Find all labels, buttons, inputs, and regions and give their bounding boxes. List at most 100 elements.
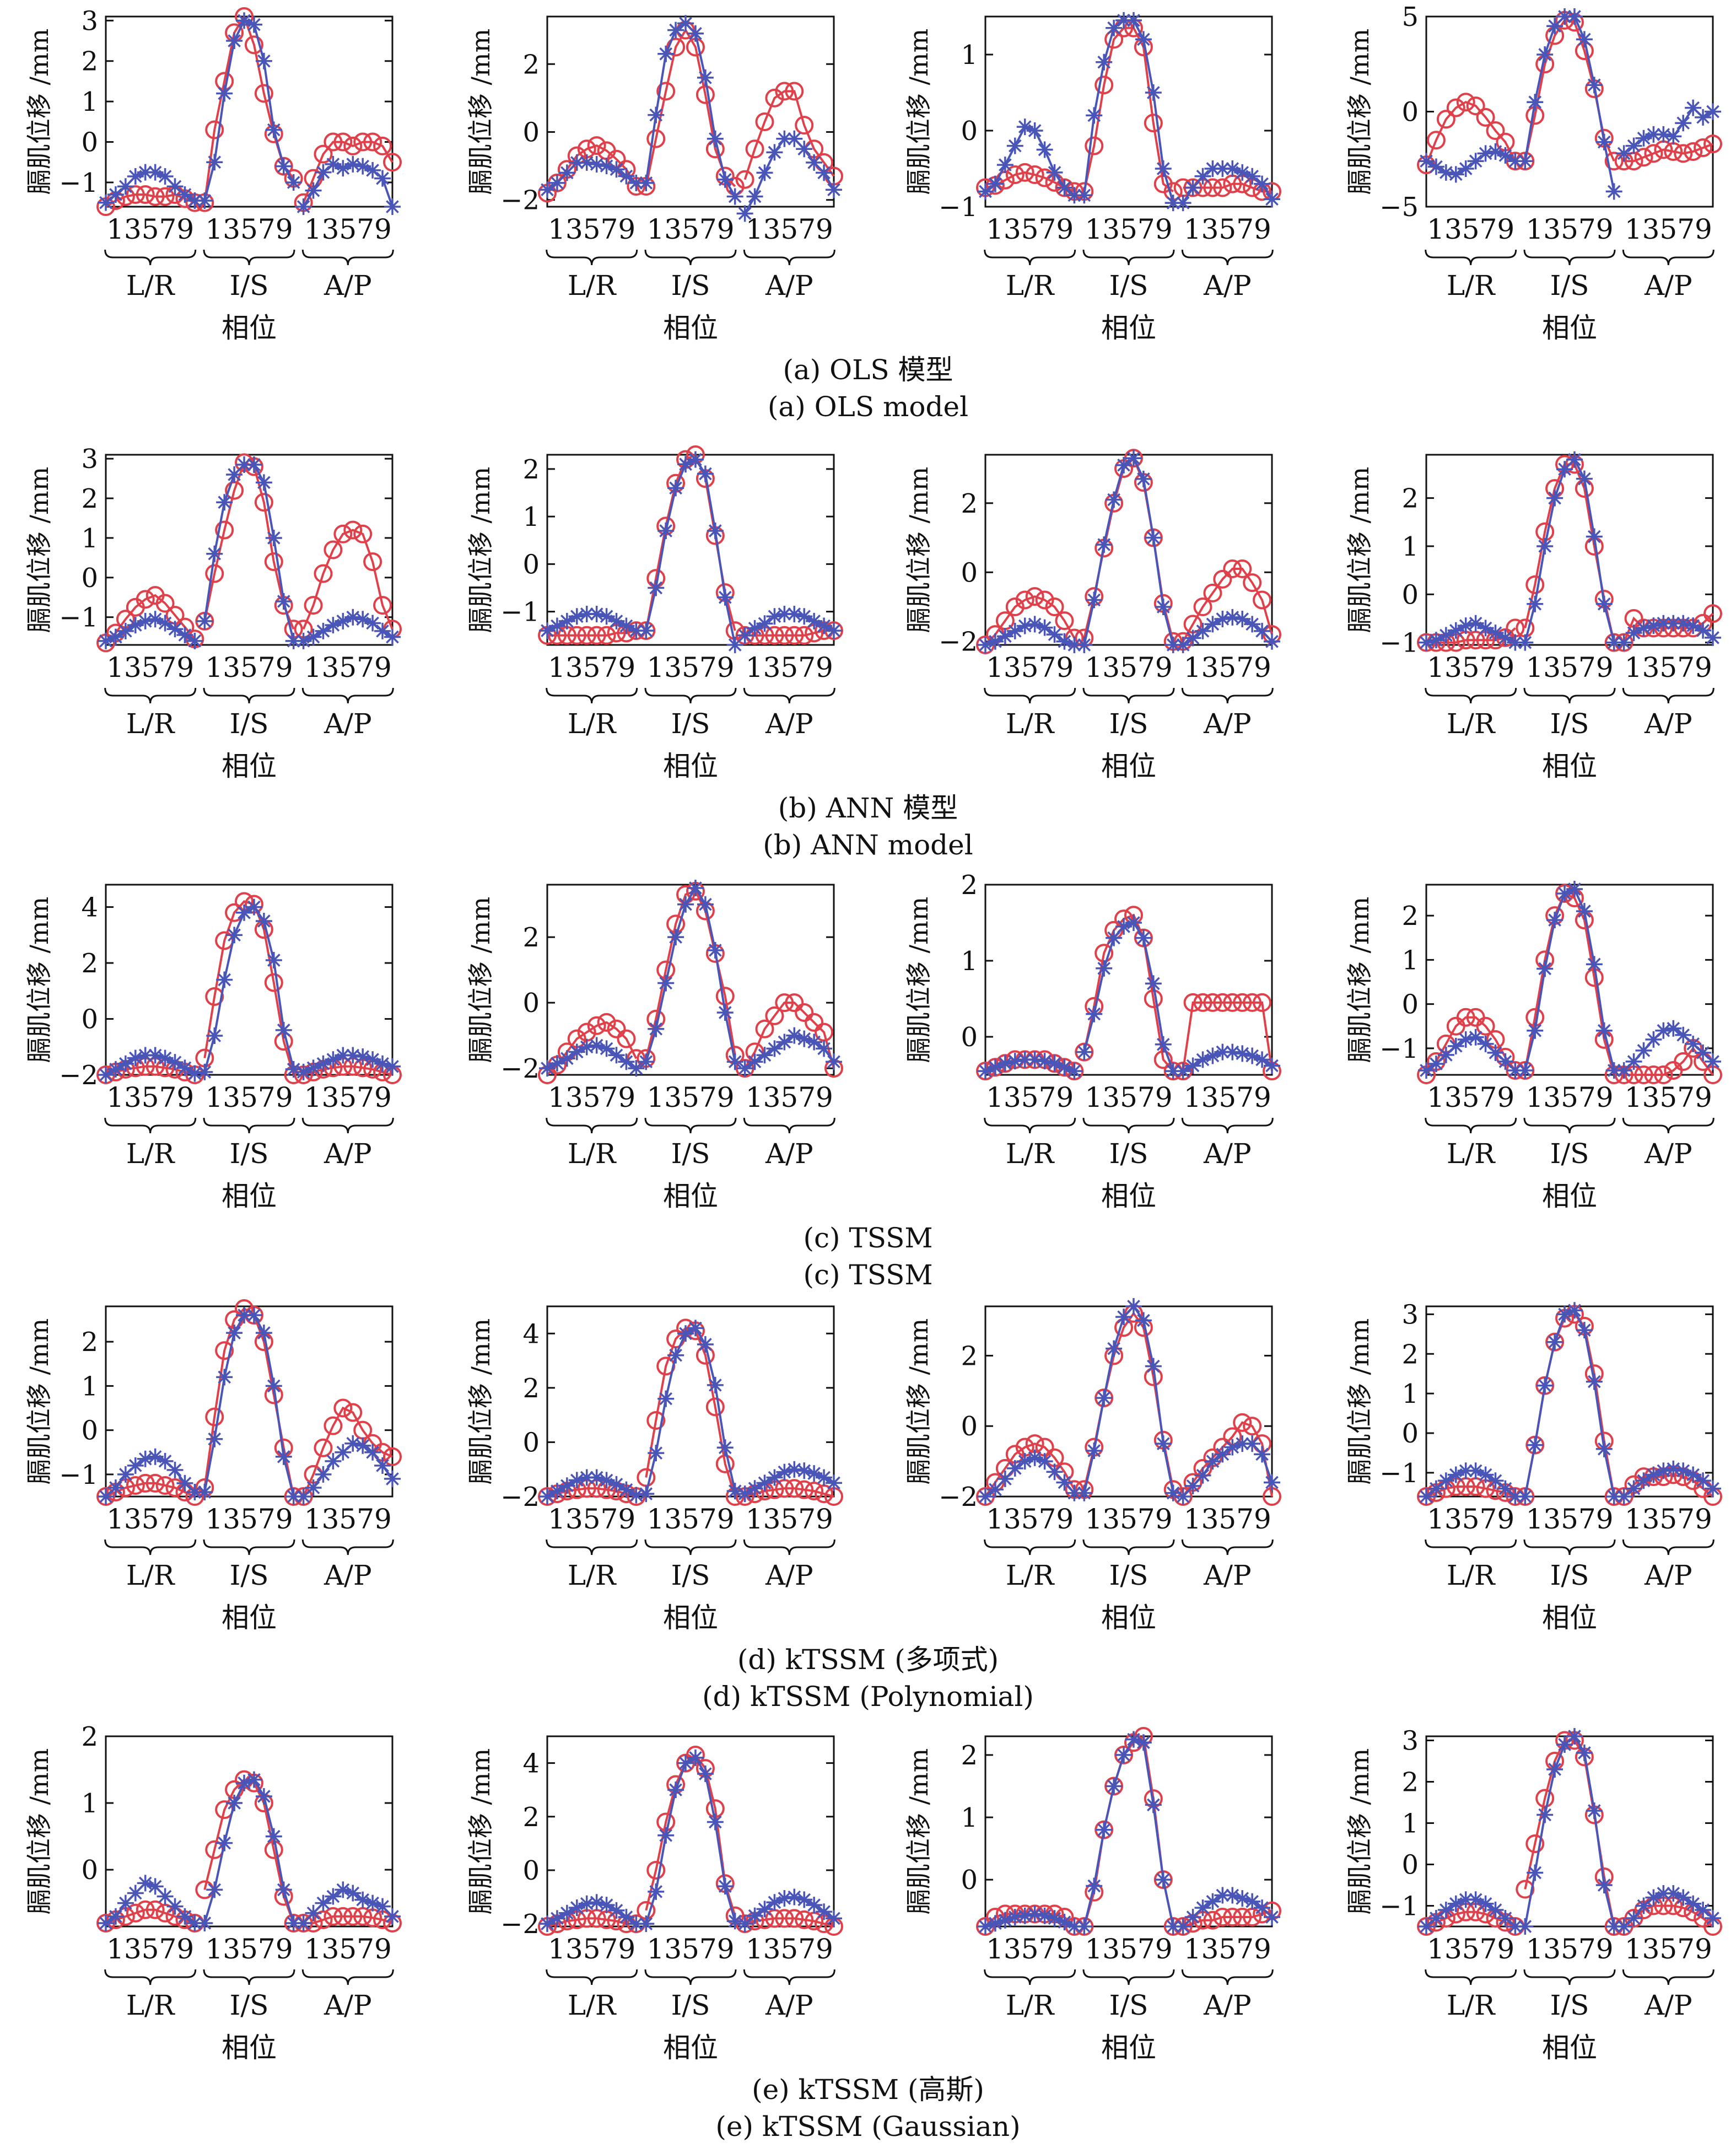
y-axis-label: 膈肌位移 /mm <box>24 1318 54 1484</box>
data-point-asterisk <box>1527 94 1544 111</box>
group-label-i-s: I/S <box>671 708 710 740</box>
data-point-asterisk <box>1635 1042 1652 1059</box>
group-label-l-r: L/R <box>1447 270 1496 302</box>
data-point-asterisk <box>1076 1043 1093 1061</box>
group-brace <box>984 249 1076 266</box>
data-point-asterisk <box>1164 1918 1182 1935</box>
data-point-asterisk <box>216 1834 233 1851</box>
data-point-circle <box>264 552 283 572</box>
group-brace <box>1622 249 1715 266</box>
data-point-asterisk <box>986 175 1004 192</box>
series-line <box>105 19 393 208</box>
data-point-asterisk <box>1427 1055 1444 1072</box>
data-point-asterisk <box>1556 1736 1573 1753</box>
data-point-asterisk <box>1507 1488 1524 1505</box>
data-point-asterisk <box>1264 1909 1280 1926</box>
group-brace <box>743 1539 835 1555</box>
data-point-asterisk <box>1566 881 1583 898</box>
data-point-asterisk <box>578 1895 595 1912</box>
plot-frame <box>546 15 835 208</box>
data-point-asterisk <box>265 121 282 138</box>
data-point-asterisk <box>1194 1899 1211 1917</box>
y-tick-label: 2 <box>81 483 98 514</box>
data-point-asterisk <box>384 1058 401 1075</box>
group-brace <box>1425 1117 1517 1134</box>
data-point-asterisk <box>1086 1442 1103 1459</box>
data-point-asterisk <box>325 1051 342 1068</box>
data-point-asterisk <box>344 1885 362 1902</box>
x-tick-label: 13579 <box>1525 1503 1613 1535</box>
group-brace <box>1622 1539 1715 1555</box>
series-line <box>984 1311 1273 1498</box>
data-point-asterisk <box>127 1885 144 1902</box>
data-point-asterisk <box>1145 1358 1162 1375</box>
data-point-asterisk <box>578 1469 595 1486</box>
data-point-asterisk <box>667 1781 684 1799</box>
data-point-asterisk <box>628 1060 645 1077</box>
x-tick-label: 13579 <box>304 652 392 683</box>
y-axis-label: 膈肌位移 /mm <box>466 897 495 1063</box>
data-point-asterisk <box>186 632 203 649</box>
y-tick-label: 0 <box>961 1411 978 1442</box>
data-point-asterisk <box>1106 19 1123 36</box>
data-point-asterisk <box>598 608 615 625</box>
data-point-asterisk <box>285 1061 302 1078</box>
group-label-l-r: L/R <box>1006 708 1055 740</box>
data-point-asterisk <box>1635 1472 1652 1489</box>
data-point-asterisk <box>236 1774 253 1791</box>
data-point-asterisk <box>157 1049 174 1067</box>
chart-panel-2-3: −2 0 2 膈肌位移 /mm 13579 L/R 13579 I/S 13579 A/P 相位 <box>904 449 1281 782</box>
y-tick-label: 1 <box>81 87 98 117</box>
data-point-asterisk <box>1467 1891 1484 1908</box>
data-point-circle <box>656 82 676 101</box>
series-predicted <box>1418 881 1721 1079</box>
data-point-asterisk <box>384 628 401 645</box>
data-point-asterisk <box>588 605 605 622</box>
data-point-asterisk <box>1447 1895 1464 1912</box>
y-tick-label: −2 <box>500 1909 540 1940</box>
data-point-circle <box>646 129 666 148</box>
x-tick-label: 13579 <box>1184 213 1271 245</box>
data-point-asterisk <box>166 621 184 638</box>
data-point-asterisk <box>977 1063 994 1080</box>
data-point-asterisk <box>746 620 763 637</box>
data-point-asterisk <box>374 1898 391 1915</box>
data-point-asterisk <box>305 1059 322 1076</box>
caption-cn: (d) kTSSM (多项式) <box>737 1644 999 1676</box>
data-point-asterisk <box>776 1463 793 1481</box>
x-tick-label: 13579 <box>1085 1933 1172 1965</box>
group-label-a-p: A/P <box>765 1559 813 1591</box>
y-tick-label: −2 <box>500 1482 540 1513</box>
data-point-asterisk <box>598 1040 615 1057</box>
chart-panel-1-1: −1 0 1 2 3 膈肌位移 /mm 13579 L/R 13579 I/S 13579 A/P 相位 <box>24 6 402 344</box>
data-point-circle <box>145 1473 165 1493</box>
data-point-asterisk <box>1204 1047 1221 1064</box>
series-measured <box>96 1299 402 1506</box>
data-point-asterisk <box>1605 1062 1622 1079</box>
data-point-asterisk <box>588 1469 605 1486</box>
data-point-asterisk <box>1076 187 1093 204</box>
data-point-asterisk <box>1115 918 1133 935</box>
y-axis-label: 膈肌位移 /mm <box>904 1748 934 1914</box>
chart-panel-2-4: −1 0 1 2 膈肌位移 /mm 13579 L/R 13579 I/S 13579 A/P 相位 <box>1345 451 1722 782</box>
data-point-asterisk <box>1046 1910 1063 1927</box>
data-point-asterisk <box>176 186 193 203</box>
x-axis-label: 相位 <box>1542 312 1597 344</box>
x-tick-label: 13579 <box>304 1081 392 1113</box>
data-point-circle <box>1476 107 1495 127</box>
data-point-circle <box>1213 1908 1232 1927</box>
group-brace <box>1181 249 1274 266</box>
data-point-circle <box>1604 152 1624 171</box>
data-point-asterisk <box>977 183 994 200</box>
data-point-asterisk <box>1214 610 1231 627</box>
data-point-asterisk <box>364 615 381 632</box>
chart-panel-1-3: −1 0 1 膈肌位移 /mm 13579 L/R 13579 I/S 13579 A/P 相位 <box>904 12 1281 344</box>
y-tick-label: −1 <box>59 1460 98 1490</box>
group-label-i-s: I/S <box>1109 270 1149 302</box>
data-point-asterisk <box>157 615 174 632</box>
data-point-asterisk <box>1546 1333 1564 1350</box>
data-point-asterisk <box>756 164 773 181</box>
data-point-asterisk <box>548 1483 565 1500</box>
data-point-asterisk <box>1467 153 1484 170</box>
data-point-asterisk <box>816 617 833 634</box>
